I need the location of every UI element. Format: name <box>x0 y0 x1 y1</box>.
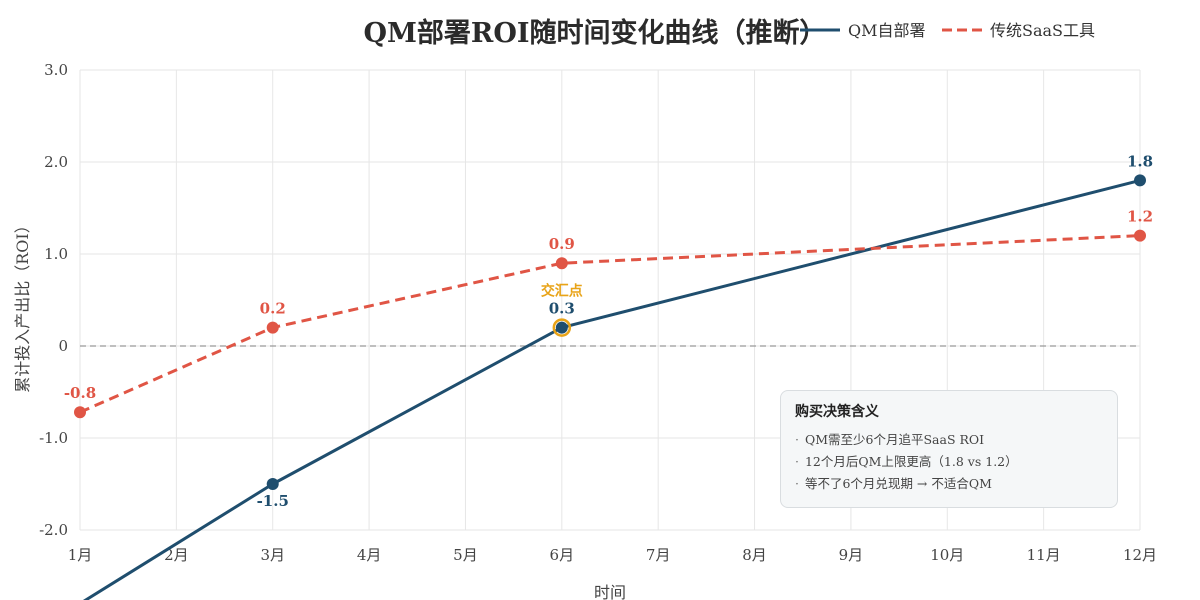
y-axis-label: 累计投入产出比（ROI） <box>13 217 32 393</box>
y-tick-label: -1.0 <box>39 429 68 447</box>
x-tick-label: 10月 <box>930 546 964 564</box>
legend-label: 传统SaaS工具 <box>990 21 1095 40</box>
x-tick-label: 2月 <box>164 546 189 564</box>
x-tick-label: 4月 <box>357 546 382 564</box>
data-point-marker <box>266 321 279 334</box>
x-tick-label: 6月 <box>550 546 575 564</box>
x-tick-label: 8月 <box>742 546 767 564</box>
data-label: 1.2 <box>1127 208 1153 226</box>
data-label: -0.8 <box>64 384 96 402</box>
data-point-marker <box>1134 229 1146 242</box>
x-tick-label: 11月 <box>1027 546 1061 564</box>
decision-note-box: 购买决策含义 · QM需至少6个月追平SaaS ROI · 12个月后QM上限更高（… <box>780 390 1118 508</box>
note-title: 购买决策含义 <box>795 404 879 420</box>
x-tick-label: 7月 <box>646 546 671 564</box>
x-tick-label: 12月 <box>1123 546 1157 564</box>
note-item-text: QM需至少6个月追平SaaS ROI <box>804 432 985 447</box>
x-tick-label: 5月 <box>453 546 478 564</box>
data-point-marker <box>74 406 86 419</box>
legend-label: QM自部署 <box>848 21 926 40</box>
y-tick-label: 0 <box>58 337 68 355</box>
data-label: 0.9 <box>549 235 575 253</box>
note-item: · 12个月后QM上限更高（1.8 vs 1.2） <box>795 454 1018 469</box>
data-label: 0.3 <box>549 300 575 318</box>
crossover-highlight-ring <box>552 318 572 337</box>
x-axis-label: 时间 <box>594 583 626 600</box>
note-item-text: 等不了6个月兑现期 → 不适合QM <box>804 476 992 491</box>
crossover-annotation: 交汇点 <box>541 283 583 300</box>
data-point-marker <box>266 478 279 490</box>
y-tick-label: 2.0 <box>44 153 68 171</box>
data-point-marker <box>555 321 568 334</box>
series-line-1 <box>79 234 1141 414</box>
note-item: · QM需至少6个月追平SaaS ROI <box>795 432 985 447</box>
x-tick-label: 9月 <box>839 546 864 564</box>
chart-title: QM部署ROI随时间变化曲线（推断） <box>364 17 827 49</box>
data-point-marker <box>555 257 568 270</box>
data-label: 0.2 <box>260 300 286 318</box>
data-label: -1.5 <box>257 492 289 510</box>
x-tick-label: 1月 <box>68 546 93 564</box>
note-item: · 等不了6个月兑现期 → 不适合QM <box>795 476 992 491</box>
y-tick-label: 3.0 <box>44 61 68 79</box>
x-tick-label: 3月 <box>260 546 285 564</box>
data-point-marker <box>1134 174 1146 187</box>
y-tick-label: 1.0 <box>44 245 68 263</box>
data-label: 1.8 <box>1127 152 1153 170</box>
y-tick-label: -2.0 <box>39 521 68 539</box>
note-item-text: 12个月后QM上限更高（1.8 vs 1.2） <box>804 454 1018 469</box>
series-line-0 <box>82 178 1141 600</box>
